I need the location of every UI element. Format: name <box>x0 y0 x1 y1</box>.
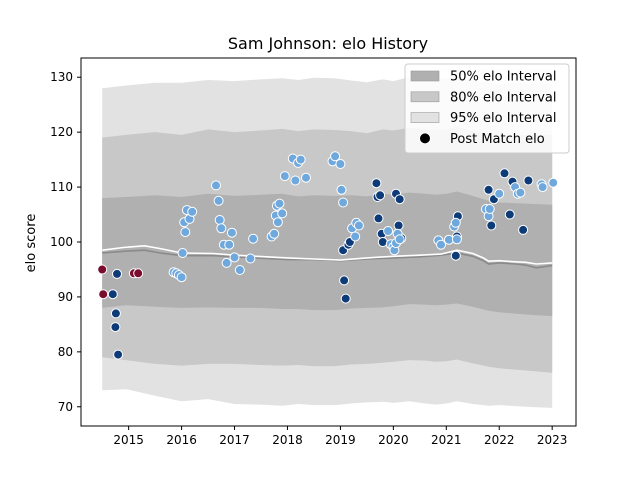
data-point-light_blue <box>248 233 259 244</box>
data-point-light_blue <box>338 197 349 208</box>
data-point-navy <box>340 293 351 304</box>
x-tick-label: 2015 <box>113 433 144 447</box>
data-point-light_blue <box>229 252 240 263</box>
data-point-light_blue <box>269 228 280 239</box>
data-point-light_blue <box>177 248 188 258</box>
chart-title: Sam Johnson: elo History <box>228 34 428 53</box>
data-point-light_blue <box>515 187 526 198</box>
legend-swatch <box>410 91 440 103</box>
y-tick-label: 130 <box>50 70 73 84</box>
data-point-navy <box>373 213 384 224</box>
x-tick-label: 2023 <box>537 433 568 447</box>
legend-label: 95% elo Interval <box>450 111 557 126</box>
data-point-light_blue <box>226 227 237 238</box>
y-tick-label: 100 <box>50 235 73 249</box>
data-point-light_blue <box>176 272 187 283</box>
plot-area <box>97 77 559 408</box>
data-point-navy <box>504 209 515 220</box>
data-point-navy <box>110 308 121 319</box>
axes: 2015 2016 2017 2018 2019 2020 2021 2022 2023 70 80… <box>50 57 577 447</box>
data-point-light_blue <box>290 175 301 186</box>
data-point-navy <box>375 190 386 201</box>
data-point-light_blue <box>436 239 446 250</box>
data-point-navy <box>339 275 350 286</box>
legend-swatch <box>410 112 440 123</box>
data-point-light_blue <box>213 195 224 206</box>
data-point-light_blue <box>451 234 462 245</box>
data-point-light_blue <box>234 265 245 275</box>
data-point-light_blue <box>336 184 347 195</box>
data-point-light_blue <box>277 208 288 219</box>
data-point-navy <box>499 168 510 179</box>
x-tick-label: 2016 <box>166 433 197 447</box>
x-tick-label: 2019 <box>325 433 356 447</box>
data-point-navy <box>110 322 121 333</box>
data-point-light_blue <box>494 188 505 199</box>
y-tick-label: 80 <box>58 345 73 359</box>
data-point-maroon <box>97 264 108 275</box>
data-point-light_blue <box>295 154 306 165</box>
data-point-light_blue <box>394 234 405 245</box>
data-point-light_blue <box>450 217 461 228</box>
data-point-navy <box>486 220 497 231</box>
x-tick-label: 2021 <box>431 433 462 447</box>
data-point-light_blue <box>224 239 235 250</box>
data-point-light_blue <box>216 223 227 234</box>
x-tick-label: 2017 <box>219 433 250 447</box>
data-point-light_blue <box>383 226 394 236</box>
y-tick-label: 110 <box>50 180 73 194</box>
data-point-light_blue <box>211 180 221 191</box>
data-point-navy <box>393 220 404 231</box>
data-point-light_blue <box>335 159 346 169</box>
y-tick-label: 70 <box>58 400 73 414</box>
data-point-navy <box>371 178 382 189</box>
x-tick-label: 2022 <box>484 433 515 447</box>
legend-label: 50% elo Interval <box>450 70 557 85</box>
data-point-light_blue <box>350 231 361 242</box>
data-point-light_blue <box>301 172 311 183</box>
data-point-light_blue <box>330 151 341 162</box>
band-50 <box>102 191 553 317</box>
x-tick-label: 2020 <box>378 433 409 447</box>
data-point-light_blue <box>245 253 256 264</box>
data-point-maroon <box>133 268 144 279</box>
legend-swatch <box>410 70 440 82</box>
data-point-light_blue <box>180 227 191 238</box>
data-point-light_blue <box>214 215 225 225</box>
legend-label: 80% elo Interval <box>450 90 557 105</box>
data-point-light_blue <box>279 171 290 182</box>
data-point-navy <box>112 268 122 279</box>
data-point-light_blue <box>221 257 232 268</box>
median-line <box>102 249 553 269</box>
y-tick-label: 120 <box>50 125 73 139</box>
data-point-light_blue <box>274 198 285 209</box>
legend-label: Post Match elo <box>450 132 545 147</box>
data-point-light_blue <box>272 217 283 228</box>
x-tick-label: 2018 <box>272 433 303 447</box>
data-point-light_blue <box>187 206 198 217</box>
data-point-navy <box>113 349 124 360</box>
y-axis-label: elo score <box>24 214 39 273</box>
data-point-light_blue <box>484 204 495 214</box>
data-point-navy <box>394 194 405 205</box>
data-point-navy <box>518 224 529 235</box>
data-point-navy <box>107 289 118 300</box>
legend-marker <box>419 132 431 145</box>
data-point-light_blue <box>548 177 559 188</box>
data-point-navy <box>523 175 534 186</box>
data-point-navy <box>483 184 494 195</box>
y-tick-label: 90 <box>58 290 73 304</box>
legend: 50% elo Interval 80% elo Interval 95% elo … <box>404 63 570 154</box>
data-point-maroon <box>98 289 109 300</box>
legend-box <box>404 63 570 154</box>
data-point-navy <box>450 250 461 261</box>
data-point-light_blue <box>537 182 548 193</box>
data-point-light_blue <box>353 220 364 231</box>
